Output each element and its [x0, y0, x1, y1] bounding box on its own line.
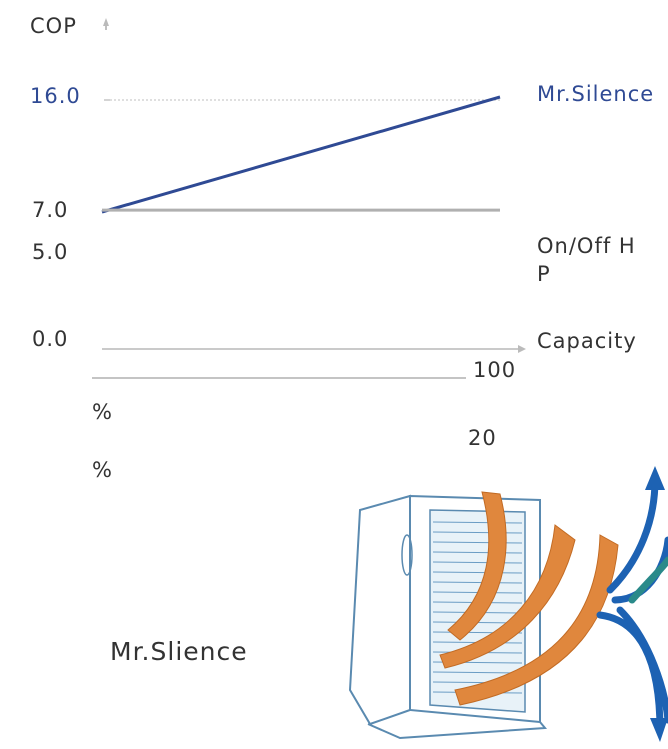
legend-on-off-hp: On/Off HP: [537, 234, 636, 286]
y-axis-label: COP: [30, 14, 77, 38]
x-tick-label-percent-a: %: [92, 400, 113, 424]
cool-air-arrows-icon: [596, 476, 668, 734]
product-caption: Mr.Slience: [110, 637, 248, 666]
x-axis-arrowhead: [518, 345, 526, 353]
y-tick-label-5: 5.0: [32, 240, 69, 264]
x-tick-label-percent-b: %: [92, 458, 113, 482]
y-tick-label-7: 7.0: [32, 198, 69, 222]
x-tick-label-100: 100: [473, 358, 517, 382]
series-line-mr-silence: [101, 95, 501, 214]
y-tick-label-16: 16.0: [30, 84, 81, 108]
y-tick-label-0: 0.0: [32, 327, 69, 351]
x-tick-label-20: 20: [468, 426, 497, 450]
y-axis-arrowhead: [103, 18, 109, 26]
cool-air-arrowhead-down: [650, 718, 668, 742]
cool-air-arrowhead-up: [645, 466, 665, 490]
legend-mr-silence: Mr.Silence: [537, 82, 655, 106]
x-axis-label: Capacity: [537, 329, 637, 353]
warm-air-arrows-icon: [439, 491, 619, 706]
